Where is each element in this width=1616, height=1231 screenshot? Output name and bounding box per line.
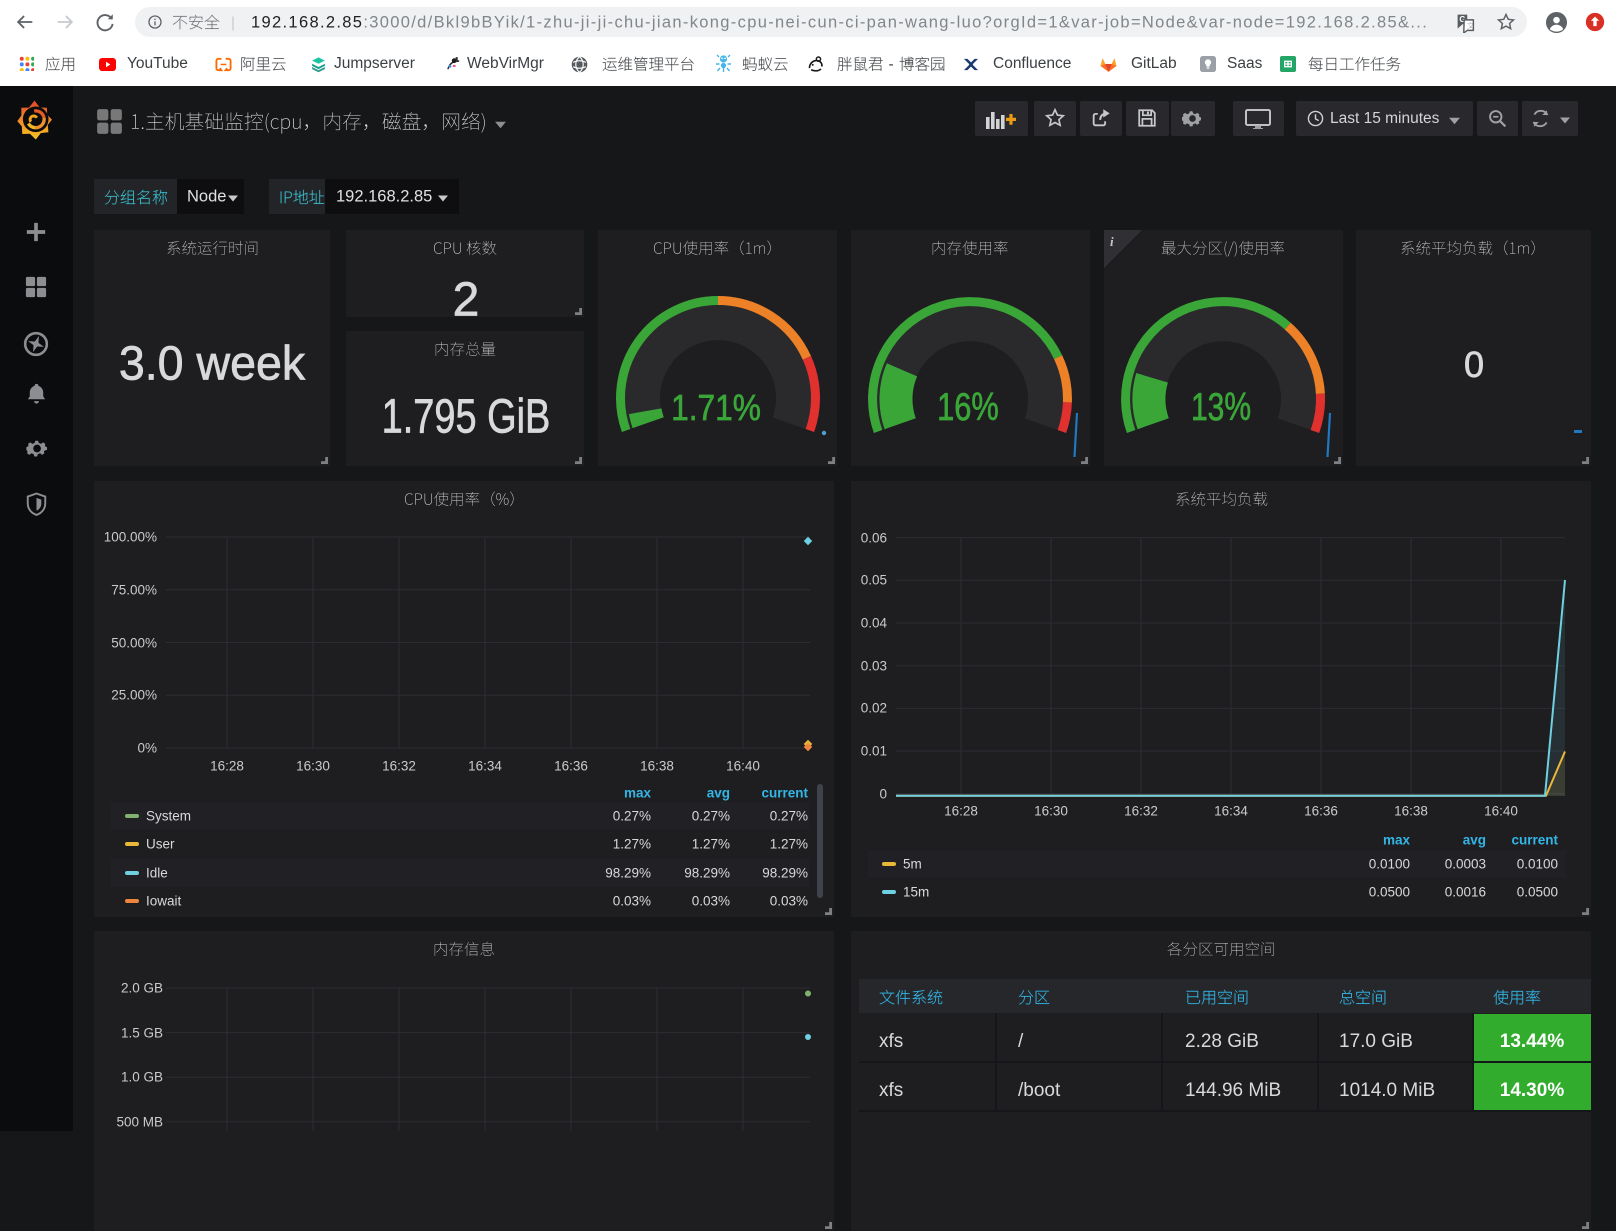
svg-text:G: G xyxy=(1459,15,1465,24)
svg-text:i: i xyxy=(1110,234,1114,249)
